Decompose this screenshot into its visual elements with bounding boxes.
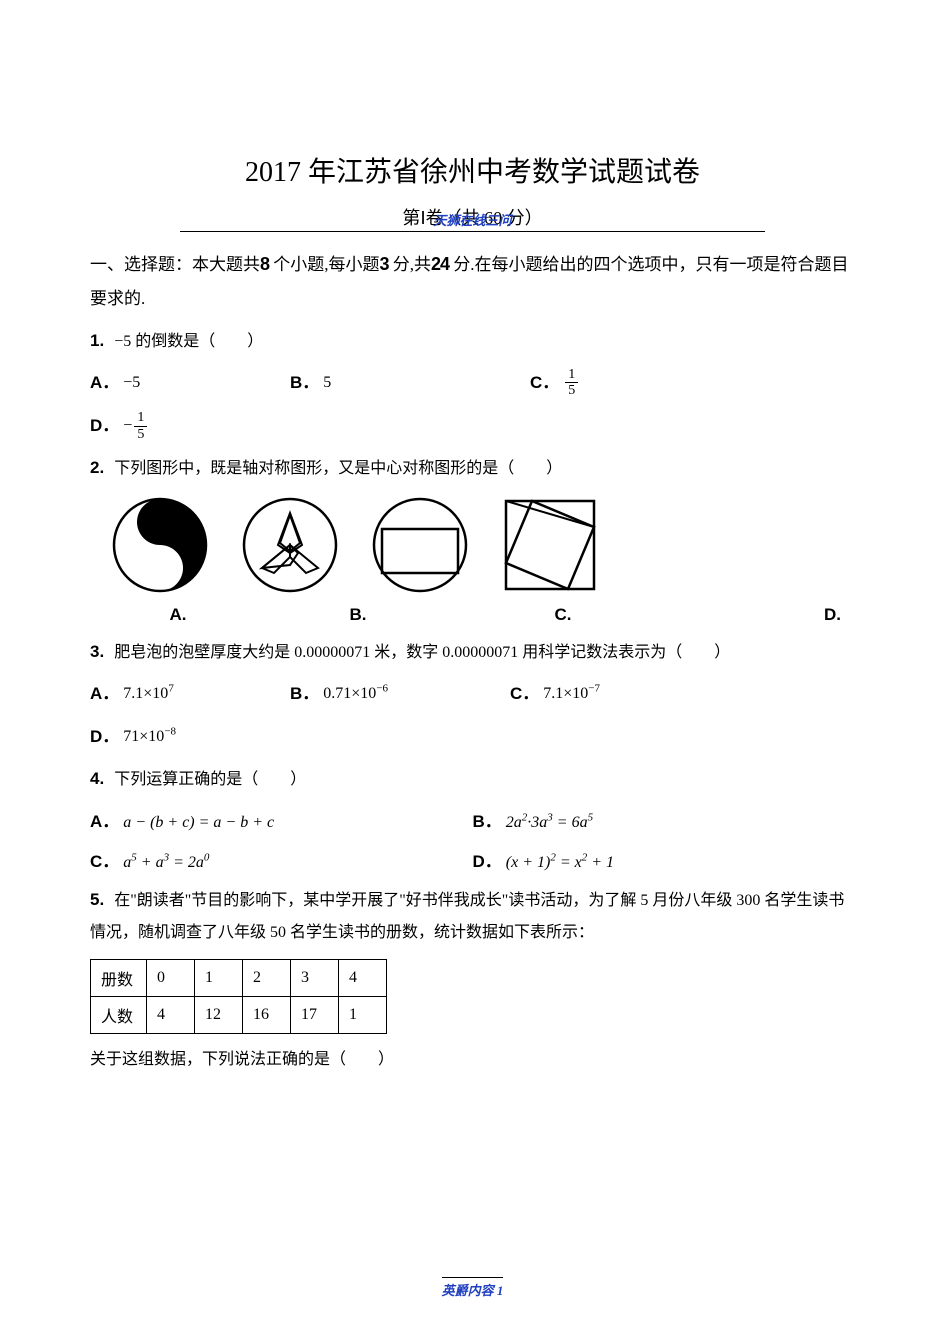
- q1-options-2: D． − 15: [90, 407, 855, 444]
- q3-c: 7.1×10−7: [543, 676, 600, 711]
- q4-c-val: a5 + a3 = 2a0: [123, 844, 209, 882]
- q2-label-b: B.: [270, 605, 450, 625]
- question-2: 2. 下列图形中，既是轴对称图形，又是中心对称图形的是（ ）: [90, 451, 855, 485]
- q1-a-val: −5: [123, 365, 140, 400]
- cell: 4: [339, 960, 387, 997]
- q4-num: 4.: [90, 769, 104, 788]
- q1-d-prefix: −: [123, 408, 132, 443]
- section-total: 24: [431, 254, 449, 274]
- cell: 2: [243, 960, 291, 997]
- q3-opt-b: B．0.71×10−6: [290, 675, 510, 712]
- q1-opt-d: D． − 15: [90, 407, 290, 444]
- shape-pinwheel-icon: [500, 495, 600, 595]
- q4-opt-d: D． (x + 1)2 = x2 + 1: [473, 842, 856, 883]
- q2-shape-labels: A. B. C. D.: [90, 605, 855, 625]
- cell: 16: [243, 997, 291, 1034]
- section-header: 一、选择题：本大题共8 个小题,每小题3 分,共24 分.在每小题给出的四个选项…: [90, 246, 855, 316]
- section-mid2: 分,共: [389, 255, 432, 274]
- table-row: 册数 0 1 2 3 4: [91, 960, 387, 997]
- section-points-each: 3: [380, 254, 389, 274]
- q5-text1: 在"朗读者"节目的影响下，某中学开展了"好书伴我成长"读书活动，为了解 5 月份…: [90, 892, 844, 941]
- cell: 3: [291, 960, 339, 997]
- page-title: 2017 年江苏省徐州中考数学试题试卷: [90, 150, 855, 190]
- opt-label-b: B．: [290, 364, 319, 401]
- question-1: 1. −5 的倒数是（ ）: [90, 324, 855, 358]
- opt-label-d: D．: [90, 407, 119, 444]
- cell: 1: [339, 997, 387, 1034]
- q3-options-2: D．71×10−8: [90, 718, 855, 755]
- cell: 0: [147, 960, 195, 997]
- q3-num: 3.: [90, 642, 104, 661]
- question-4: 4. 下列运算正确的是（ ）: [90, 762, 855, 796]
- question-5: 5. 在"朗读者"节目的影响下，某中学开展了"好书伴我成长"读书活动，为了解 5…: [90, 883, 855, 949]
- q1-opt-b: B．5: [290, 364, 530, 401]
- question-3: 3. 肥皂泡的泡壁厚度大约是 0.00000071 米，数字 0.0000007…: [90, 635, 855, 669]
- shape-triblade-icon: [240, 495, 340, 595]
- section-mid1: 个小题,每小题: [269, 255, 380, 274]
- q3-opt-c: C．7.1×10−7: [510, 675, 710, 712]
- footer-text: 英爵内容 1: [442, 1277, 504, 1299]
- q2-num: 2.: [90, 458, 104, 477]
- q1-c-den: 5: [565, 383, 578, 398]
- cell: 12: [195, 997, 243, 1034]
- q1-c-num: 1: [565, 367, 578, 383]
- header-watermark: 天狮在线三问: [180, 210, 765, 232]
- cell: 4: [147, 997, 195, 1034]
- q3-text: 肥皂泡的泡壁厚度大约是 0.00000071 米，数字 0.00000071 用…: [110, 644, 730, 661]
- q4-opt-c: C． a5 + a3 = 2a0: [90, 842, 473, 883]
- q1-opt-c: C． 15: [530, 364, 730, 401]
- opt-label-a: A．: [90, 364, 119, 401]
- opt-label-c: C．: [530, 364, 559, 401]
- cell-r2-label: 人数: [91, 997, 147, 1034]
- table-row: 人数 4 12 16 17 1: [91, 997, 387, 1034]
- section-prefix: 一、选择题：本大题共: [90, 255, 260, 274]
- q4-d-val: (x + 1)2 = x2 + 1: [506, 844, 614, 882]
- q1-options: A．−5 B．5 C． 15: [90, 364, 855, 401]
- q2-label-c: C.: [450, 605, 680, 625]
- q3-b: 0.71×10−6: [323, 676, 388, 711]
- q2-shapes: [110, 495, 855, 595]
- q4-opt-b: B． 2a2·3a3 = 6a5: [473, 802, 856, 843]
- q3-opt-d: D．71×10−8: [90, 718, 290, 755]
- q1-b-val: 5: [323, 365, 331, 400]
- q2-text: 下列图形中，既是轴对称图形，又是中心对称图形的是（ ）: [110, 460, 562, 477]
- q5-table: 册数 0 1 2 3 4 人数 4 12 16 17 1: [90, 959, 387, 1034]
- q4-text: 下列运算正确的是（ ）: [110, 771, 306, 788]
- shape-rect-in-circle-icon: [370, 495, 470, 595]
- shape-yinyang-icon: [110, 495, 210, 595]
- page-footer: 英爵内容 1: [0, 1277, 945, 1299]
- q1-d-num: 1: [134, 410, 147, 426]
- q2-label-a: A.: [90, 605, 270, 625]
- cell: 17: [291, 997, 339, 1034]
- cell-r1-label: 册数: [91, 960, 147, 997]
- q3-opt-a: A．7.1×107: [90, 675, 290, 712]
- section-count: 8: [260, 254, 269, 274]
- q4-opt-a: A．a − (b + c) = a − b + c: [90, 802, 473, 843]
- q3-d: 71×10−8: [123, 719, 176, 754]
- q1-opt-a: A．−5: [90, 364, 290, 401]
- q4-options: A．a − (b + c) = a − b + c B． 2a2·3a3 = 6…: [90, 802, 855, 884]
- q5-text2: 关于这组数据，下列说法正确的是（ ）: [90, 1044, 855, 1076]
- q3-options: A．7.1×107 B．0.71×10−6 C．7.1×10−7: [90, 675, 855, 712]
- q1-num: 1.: [90, 331, 104, 350]
- cell: 1: [195, 960, 243, 997]
- q1-d-frac: 15: [134, 410, 147, 442]
- q1-c-frac: 15: [565, 367, 578, 399]
- q4-b-val: 2a2·3a3 = 6a5: [506, 804, 593, 842]
- q1-d-den: 5: [134, 427, 147, 442]
- q5-num: 5.: [90, 890, 104, 909]
- q1-text: −5 的倒数是（ ）: [110, 333, 263, 350]
- q4-a-val: a − (b + c) = a − b + c: [123, 804, 274, 842]
- q2-label-d: D.: [680, 605, 855, 625]
- q3-a: 7.1×107: [123, 676, 174, 711]
